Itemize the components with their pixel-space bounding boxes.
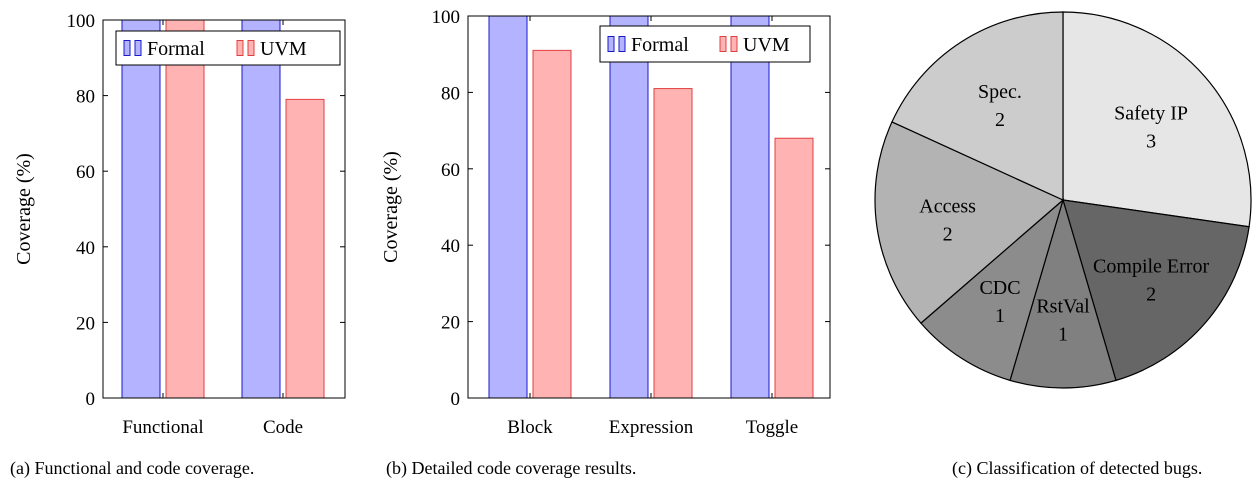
pie-slice-cdc xyxy=(920,198,1065,382)
bar-uvm-code xyxy=(285,98,325,399)
chart-a-bars xyxy=(121,19,325,399)
pie-slice-safety-ip xyxy=(1062,11,1252,228)
legend-swatch-uvm xyxy=(247,40,255,56)
chart-a-legend: Formal UVM xyxy=(115,30,341,66)
pie-value-safety-ip: 3 xyxy=(1146,131,1156,153)
legend-label-uvm: UVM xyxy=(260,38,307,60)
y-tick-label: 80 xyxy=(441,83,460,104)
y-tick-label: 100 xyxy=(67,11,96,32)
x-tick-label: Functional xyxy=(122,417,203,438)
chart-b-caption: (b) Detailed code coverage results. xyxy=(386,458,636,479)
chart-b-ticks: 0 20 40 60 80 100 Block Expression Toggle xyxy=(432,7,830,438)
pie-slice-rstval xyxy=(1009,197,1117,389)
legend-swatch-uvm xyxy=(236,40,244,56)
legend-label-uvm: UVM xyxy=(743,34,790,56)
chart-b-axes-frame xyxy=(467,15,831,399)
x-tick-label: Code xyxy=(263,417,303,438)
y-tick-label: 60 xyxy=(441,160,460,181)
pie-label-access: Access xyxy=(919,196,976,218)
chart-a-ticks: 0 20 40 60 80 100 Functional Code xyxy=(67,11,345,438)
y-tick-label: 40 xyxy=(441,236,460,257)
legend-swatch-formal xyxy=(618,36,626,52)
legend-swatch-formal xyxy=(134,40,142,56)
chart-a-y-axis-label: Coverage (%) xyxy=(13,153,35,265)
legend-swatch-formal xyxy=(607,36,615,52)
pie-slice-compile-error xyxy=(1062,199,1250,382)
pie-value-spec: 2 xyxy=(995,109,1005,131)
legend-label-formal: Formal xyxy=(631,34,689,56)
y-tick-label: 60 xyxy=(76,162,95,183)
chart-b-y-axis-label: Coverage (%) xyxy=(380,151,402,263)
bar-formal-block xyxy=(488,15,528,399)
legend-box xyxy=(599,25,811,63)
bar-formal-code xyxy=(241,19,281,399)
pie-value-cdc: 1 xyxy=(995,305,1005,327)
legend-label-formal: Formal xyxy=(147,38,205,60)
chart-c-caption: (c) Classification of detected bugs. xyxy=(952,458,1202,479)
y-tick-label: 0 xyxy=(86,389,96,410)
legend-box xyxy=(115,30,341,66)
bar-uvm-expression xyxy=(653,88,693,399)
chart-a-caption: (a) Functional and code coverage. xyxy=(10,458,254,479)
legend-swatch-formal xyxy=(123,40,131,56)
pie-label-rstval: RstVal xyxy=(1036,296,1090,318)
legend-swatch-uvm xyxy=(730,36,738,52)
y-tick-label: 0 xyxy=(451,389,461,410)
chart-c: Safety IP 3 Compile Error 2 RstVal 1 CDC 1 Acces… xyxy=(874,11,1252,479)
chart-a-axes-frame xyxy=(102,19,346,399)
pie-label-safety-ip: Safety IP xyxy=(1114,103,1188,125)
bar-formal-toggle xyxy=(730,15,770,399)
chart-b: 0 20 40 60 80 100 Block Expression Toggle Covera… xyxy=(380,7,831,479)
pie-slice-spec xyxy=(891,11,1064,201)
chart-b-legend: Formal UVM xyxy=(599,25,811,63)
chart-c-pie: Safety IP 3 Compile Error 2 RstVal 1 CDC 1 Acces… xyxy=(874,11,1252,389)
pie-label-spec: Spec. xyxy=(978,81,1022,103)
y-tick-label: 40 xyxy=(76,238,95,259)
pie-value-compile-error: 2 xyxy=(1146,283,1156,305)
chart-b-bars xyxy=(488,15,814,399)
y-tick-label: 20 xyxy=(441,313,460,334)
pie-label-cdc: CDC xyxy=(979,277,1020,299)
x-tick-label: Toggle xyxy=(746,417,799,438)
bar-uvm-block xyxy=(532,49,572,399)
y-tick-label: 20 xyxy=(76,313,95,334)
x-tick-label: Block xyxy=(507,417,553,438)
y-tick-label: 80 xyxy=(76,87,95,108)
bar-uvm-functional xyxy=(165,19,205,399)
bar-uvm-toggle xyxy=(774,137,814,399)
x-tick-label: Expression xyxy=(609,417,694,438)
y-tick-label: 100 xyxy=(432,7,461,28)
pie-label-compile-error: Compile Error xyxy=(1093,255,1209,277)
bar-formal-functional xyxy=(121,19,161,399)
legend-swatch-uvm xyxy=(719,36,727,52)
pie-slice-access xyxy=(874,121,1065,324)
pie-value-access: 2 xyxy=(943,224,953,246)
bar-formal-expression xyxy=(609,15,649,399)
pie-value-rstval: 1 xyxy=(1058,324,1068,346)
